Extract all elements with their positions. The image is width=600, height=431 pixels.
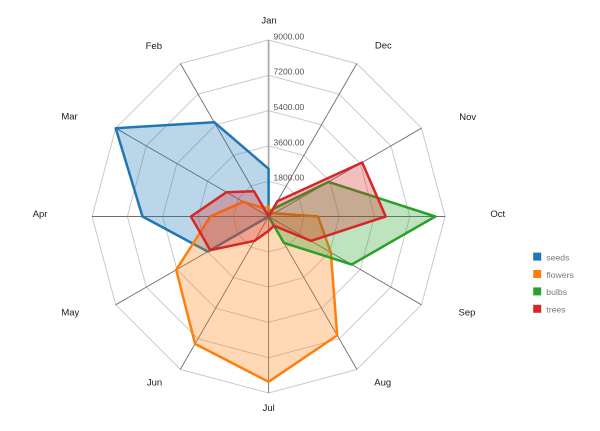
- svg-text:Nov: Nov: [459, 112, 476, 123]
- svg-text:3600.00: 3600.00: [274, 137, 305, 147]
- svg-text:1800.00: 1800.00: [274, 173, 305, 183]
- svg-text:Jun: Jun: [147, 378, 162, 389]
- svg-text:5400.00: 5400.00: [274, 102, 305, 112]
- svg-text:flowers: flowers: [546, 270, 574, 280]
- svg-text:Aug: Aug: [374, 378, 391, 389]
- svg-text:bulbs: bulbs: [546, 287, 567, 297]
- svg-text:May: May: [61, 308, 79, 319]
- svg-text:trees: trees: [546, 305, 566, 315]
- svg-text:Oct: Oct: [490, 209, 505, 220]
- svg-text:Apr: Apr: [33, 209, 48, 220]
- svg-text:Jan: Jan: [261, 15, 276, 26]
- svg-text:Mar: Mar: [61, 112, 77, 123]
- svg-text:Feb: Feb: [146, 41, 162, 52]
- svg-text:seeds: seeds: [546, 252, 570, 262]
- svg-text:Dec: Dec: [375, 41, 392, 52]
- svg-text:7200.00: 7200.00: [274, 67, 305, 77]
- svg-text:Jul: Jul: [263, 403, 275, 414]
- svg-text:9000.00: 9000.00: [274, 31, 305, 41]
- svg-text:Sep: Sep: [459, 308, 476, 319]
